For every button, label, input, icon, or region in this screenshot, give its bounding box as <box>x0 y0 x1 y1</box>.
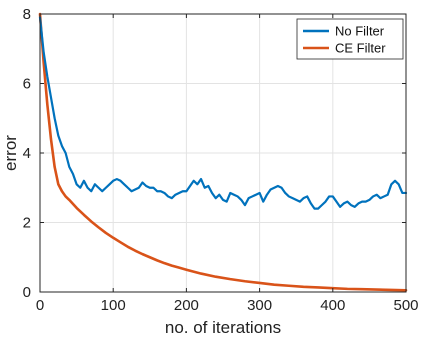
y-tick-label: 6 <box>23 76 31 93</box>
x-tick-label: 200 <box>174 297 199 314</box>
x-tick-label: 500 <box>393 297 418 314</box>
x-tick-label: 300 <box>247 297 272 314</box>
y-tick-label: 8 <box>23 6 31 23</box>
legend-label-no-filter: No Filter <box>335 24 385 39</box>
x-tick-label: 0 <box>36 297 44 314</box>
x-tick-label: 100 <box>101 297 126 314</box>
series-line-no-filter <box>38 16 408 210</box>
series-lines <box>38 12 408 292</box>
legend: No Filter CE Filter <box>296 18 404 60</box>
x-tick-label: 400 <box>320 297 345 314</box>
y-axis-label: error <box>1 135 20 171</box>
series-line-ce-filter <box>38 12 408 292</box>
y-tick-label: 4 <box>23 145 31 162</box>
y-tick-label: 0 <box>23 284 31 301</box>
legend-box <box>296 18 404 60</box>
axis-ticks: 0 100 200 300 400 500 0 2 4 6 8 <box>23 6 419 314</box>
legend-label-ce-filter: CE Filter <box>335 41 386 56</box>
y-tick-label: 2 <box>23 215 31 232</box>
x-axis-label: no. of iterations <box>165 318 281 337</box>
